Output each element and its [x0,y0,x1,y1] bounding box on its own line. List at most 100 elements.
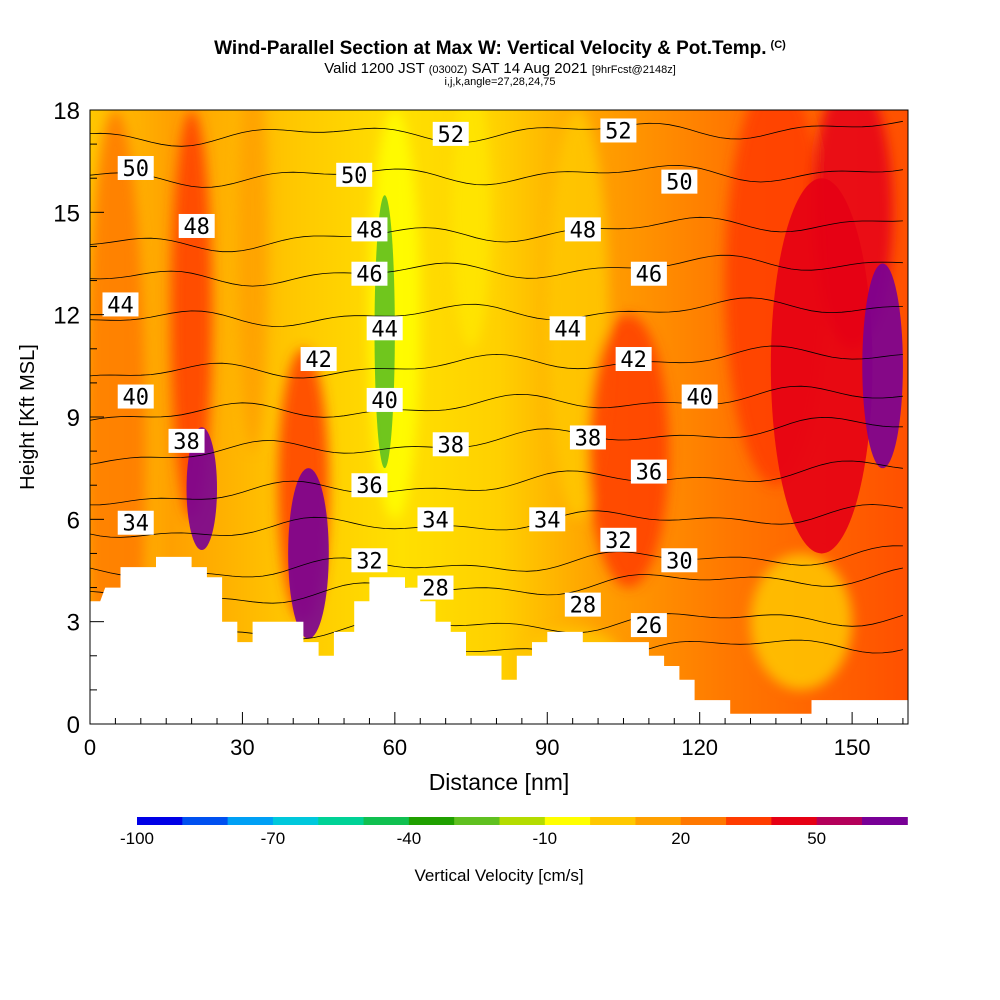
theta-label: 48 [564,217,601,243]
theta-label: 40 [366,387,403,414]
chart-title-text: Wind-Parallel Section at Max W: Vertical… [214,38,767,59]
colorbar-swatch [544,817,591,825]
y-tick-label: 12 [53,303,80,330]
svg-text:44: 44 [107,293,134,318]
theta-label: 30 [661,548,698,574]
svg-text:28: 28 [570,594,597,619]
svg-text:32: 32 [356,549,383,574]
svg-text:38: 38 [575,426,602,451]
colorbar-tick-label: 50 [807,829,826,848]
svg-text:34: 34 [534,508,561,533]
theta-label: 44 [102,292,139,318]
theta-contour-44 [90,297,903,327]
theta-contour-50 [90,164,903,188]
updraft-core-central [288,468,329,639]
theta-contour-30 [90,567,903,604]
svg-text:34: 34 [122,512,149,537]
svg-text:38: 38 [173,430,200,455]
colorbar [137,817,908,825]
chart-subtitle: Valid 1200 JST (0300Z) SAT 14 Aug 2021 [… [0,60,1000,77]
x-tick-label: 60 [383,735,407,760]
theta-label: 50 [661,169,698,196]
theta-label: 38 [432,432,469,458]
valid-date: SAT 14 Aug 2021 [471,60,588,77]
svg-text:50: 50 [666,171,693,196]
theta-contour-48 [90,216,903,253]
theta-label: 38 [569,425,606,451]
theta-label: 36 [630,459,667,486]
svg-text:40: 40 [371,389,398,414]
theta-contour-32 [90,545,903,578]
colorbar-swatch [454,817,500,825]
svg-text:50: 50 [341,164,368,189]
terrain-mask [90,556,908,724]
valid-prefix: Valid 1200 JST [324,60,425,77]
theta-contour-42 [90,345,903,379]
theta-label: 50 [117,155,154,182]
colorbar-tick-label: 20 [671,829,690,848]
svg-text:52: 52 [437,123,464,148]
x-tick-label: 30 [230,735,254,760]
updraft-east-core [862,263,903,469]
colorbar-swatch [771,817,818,825]
theta-contour-34 [90,504,903,538]
theta-label: 32 [351,548,388,574]
forecast-info: [9hrFcst@2148z] [591,64,676,76]
chart-title: Wind-Parallel Section at Max W: Vertical… [0,38,1000,60]
colorbar-swatch [408,817,455,825]
colorbar-swatch [590,817,636,825]
svg-text:36: 36 [636,461,663,486]
colorbar-tick-label: -100 [120,829,154,848]
colorbar-tick-label: -10 [533,829,558,848]
colorbar-swatch [680,817,727,825]
theta-label: 34 [417,507,454,533]
theta-label: 52 [600,118,637,144]
svg-text:40: 40 [686,386,713,411]
svg-text:34: 34 [422,508,449,533]
colorbar-swatch [726,817,772,825]
y-tick-label: 15 [53,200,80,227]
x-tick-label: 90 [535,735,559,760]
theta-label: 34 [529,507,566,533]
theta-label: 46 [630,261,667,288]
valid-utc: (0300Z) [428,64,468,76]
colorbar-label: Vertical Velocity [cm/s] [414,866,583,885]
theta-label: 44 [549,316,586,342]
theta-label: 40 [681,384,718,411]
corner-mark: (C) [770,39,786,51]
theta-label: 42 [615,347,652,373]
colorbar-swatch [862,817,908,825]
theta-contour-52 [90,120,903,147]
theta-label: 50 [336,162,373,189]
theta-contour-38 [90,416,903,465]
svg-text:44: 44 [554,317,581,342]
theta-label: 28 [564,592,601,619]
svg-text:42: 42 [305,348,332,373]
colorbar-swatch [227,817,274,825]
x-tick-label: 120 [681,735,718,760]
svg-text:42: 42 [620,348,647,373]
svg-text:44: 44 [371,317,398,342]
svg-text:38: 38 [437,433,464,458]
theta-label: 48 [178,213,215,240]
colorbar-swatch [816,817,863,825]
theta-label: 44 [366,316,403,342]
theta-label: 52 [432,121,469,148]
colorbar-swatch [182,817,229,825]
theta-contour-36 [90,460,903,506]
colorbar-swatch [318,817,365,825]
theta-contour-46 [90,254,903,287]
svg-text:52: 52 [605,119,632,144]
colorbar-swatch [272,817,319,825]
theta-label: 48 [351,217,388,243]
colorbar-swatch [635,817,682,825]
x-tick-label: 150 [834,735,871,760]
svg-text:46: 46 [636,263,663,288]
updraft-core-west [186,427,218,551]
y-axis-label: Height [Kft MSL] [17,344,39,490]
y-tick-label: 3 [67,610,80,637]
theta-label: 28 [417,575,454,602]
svg-text:30: 30 [666,549,693,574]
svg-text:40: 40 [122,386,149,411]
